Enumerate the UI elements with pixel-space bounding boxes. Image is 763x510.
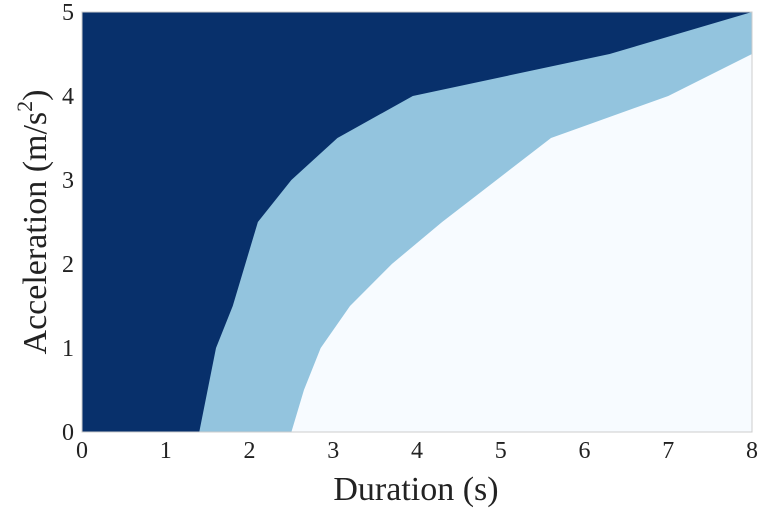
y-axis-label-sup: 2 (12, 101, 37, 112)
plot-area (81, 11, 753, 433)
x-axis-label: Duration (s) (333, 471, 498, 508)
plot-frame (81, 11, 753, 433)
x-tick-label: 7 (662, 438, 674, 464)
x-axis-ticks: 0 1 2 3 4 5 6 7 8 (76, 438, 758, 464)
x-tick-label: 2 (244, 438, 256, 464)
x-tick-label: 1 (160, 438, 172, 464)
y-axis-label-main: Acceleration (m/s (17, 112, 54, 355)
y-tick-label: 0 (62, 420, 74, 446)
x-tick-label: 8 (746, 438, 758, 464)
x-tick-label: 6 (579, 438, 591, 464)
region-lower (291, 12, 752, 432)
y-axis-label: Acceleration (m/s2) (12, 90, 54, 355)
x-tick-label: 5 (495, 438, 507, 464)
y-tick-label: 2 (62, 252, 74, 278)
y-tick-label: 5 (62, 0, 74, 26)
x-tick-label: 4 (411, 438, 423, 464)
y-tick-label: 1 (62, 336, 74, 362)
x-tick-label: 3 (327, 438, 339, 464)
x-tick-label: 0 (76, 438, 88, 464)
y-axis-ticks: 0 1 2 3 4 5 (62, 0, 74, 446)
y-tick-label: 4 (62, 84, 74, 110)
y-tick-label: 3 (62, 168, 74, 194)
y-axis-label-close: ) (17, 90, 54, 101)
